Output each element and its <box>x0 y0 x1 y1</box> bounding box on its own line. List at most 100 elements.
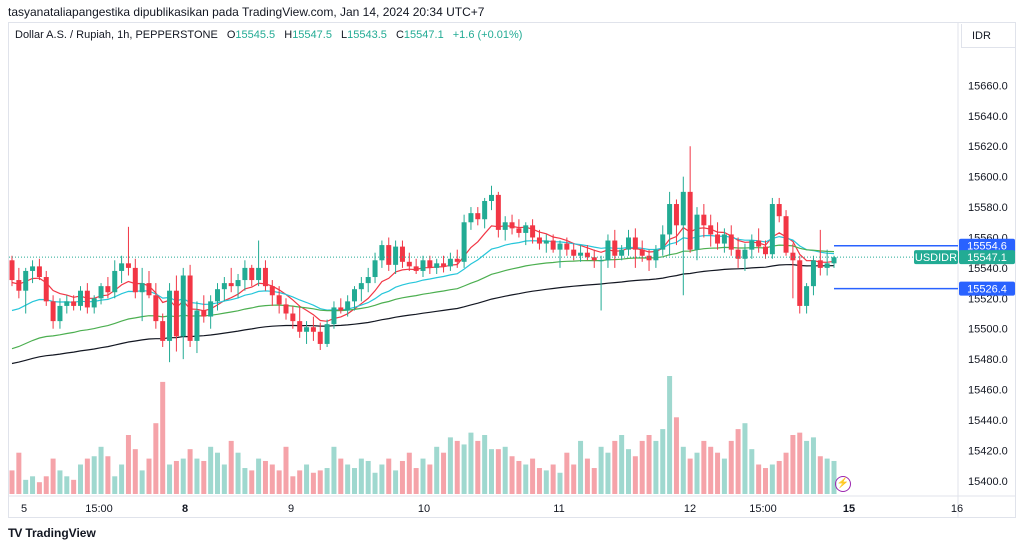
volume-bar <box>201 460 207 494</box>
x-tick-label: 11 <box>553 503 564 515</box>
volume-bar <box>454 440 460 494</box>
volume-bar <box>646 435 652 494</box>
price-label-box <box>914 250 958 265</box>
price-label-box <box>959 250 1015 265</box>
x-tick-label: 5 <box>21 503 27 515</box>
candle-body <box>146 283 152 296</box>
volume-bar <box>420 458 426 494</box>
candle-body <box>228 283 234 287</box>
y-tick-label: 15580.0 <box>968 202 1008 214</box>
candle-body <box>30 266 36 271</box>
candle-body <box>619 249 625 256</box>
volume-bar <box>708 446 714 494</box>
volume-bar <box>23 479 29 494</box>
volume-bar <box>749 449 755 494</box>
price-chart[interactable]: 15400.0 15420.0 15440.0 15460.0 15480.0 15500… <box>0 0 1024 520</box>
volume-bar <box>701 440 707 494</box>
candle-body <box>680 191 686 226</box>
candle-body <box>269 286 275 296</box>
x-tick-label: 12 <box>684 503 696 515</box>
volume-bar <box>769 464 775 494</box>
volume-bar <box>345 464 351 494</box>
candle-body <box>626 237 631 250</box>
candle-body <box>345 301 351 311</box>
candle-body <box>468 213 474 223</box>
candle-body <box>578 252 584 256</box>
ema-long-line <box>11 263 835 365</box>
candle-body <box>57 305 63 322</box>
candle-body <box>201 310 207 317</box>
candle-body <box>427 260 433 268</box>
lightning-icon[interactable]: ⚡ <box>835 476 851 492</box>
volume-bar <box>639 440 645 494</box>
volume-bar <box>221 464 227 494</box>
candle-body <box>221 283 227 290</box>
candle-body <box>667 204 673 235</box>
volume-bar <box>304 464 310 494</box>
currency-selector[interactable]: IDR <box>961 24 1015 48</box>
y-tick-label: 15520.0 <box>968 293 1008 305</box>
candle-body <box>783 216 789 253</box>
candle-body <box>105 286 111 293</box>
legend-high: 15547.5 <box>292 29 332 41</box>
candle-body <box>194 310 200 341</box>
candle-body <box>420 260 426 271</box>
candle-body <box>386 245 392 265</box>
volume-bar <box>536 468 542 494</box>
volume-bar <box>673 417 679 494</box>
candle-body <box>43 277 49 302</box>
candle-body <box>16 280 22 291</box>
volume-bar <box>715 452 721 494</box>
volume-bar <box>441 452 447 494</box>
candle-body <box>324 324 330 344</box>
volume-bar <box>578 440 584 494</box>
chart-frame <box>8 22 1016 518</box>
candle-body <box>475 213 481 220</box>
volume-bar <box>393 470 399 494</box>
legend-low-label: L <box>341 29 348 41</box>
candle-body <box>283 304 289 314</box>
candle-body <box>406 261 412 267</box>
volume-bar <box>242 468 248 494</box>
volume-bar <box>57 470 63 494</box>
volume-bar <box>317 470 323 494</box>
y-tick-label: 15460.0 <box>968 385 1008 397</box>
volume-bar <box>667 376 673 494</box>
candle-body <box>810 260 816 287</box>
volume-bar <box>687 458 693 494</box>
candle-body <box>98 286 104 299</box>
candle-body <box>393 246 399 265</box>
volume-bar <box>584 458 590 494</box>
volume-bar <box>680 446 686 494</box>
volume-bar <box>43 476 49 494</box>
volume-bar <box>249 470 255 494</box>
candle-body <box>831 257 837 264</box>
volume-bar <box>78 464 83 494</box>
price-label-box <box>959 238 1015 253</box>
volume-bar <box>797 432 803 494</box>
candle-body <box>441 263 447 267</box>
volume-bar <box>632 456 638 494</box>
candle-body <box>64 301 70 306</box>
candle-body <box>331 307 337 325</box>
candle-body <box>153 295 159 322</box>
candle-body <box>763 246 768 255</box>
volume-bar <box>543 470 549 494</box>
candle-body <box>338 307 344 311</box>
tradingview-logo[interactable]: TV TradingView <box>8 526 96 540</box>
volume-bar <box>50 458 56 494</box>
candle-body <box>167 290 173 341</box>
volume-bar <box>468 432 474 494</box>
volume-bar <box>817 456 823 494</box>
candle-body <box>23 270 29 291</box>
candle-body <box>262 267 268 287</box>
candle-body <box>208 301 214 317</box>
volume-bar <box>564 452 570 494</box>
volume-bar <box>756 464 762 494</box>
candle-body <box>461 222 467 262</box>
x-tick-label: 8 <box>182 503 188 515</box>
candle-body <box>36 266 42 278</box>
candle-body <box>119 263 125 271</box>
y-tick-label: 15620.0 <box>968 141 1008 153</box>
candle-body <box>591 257 597 261</box>
